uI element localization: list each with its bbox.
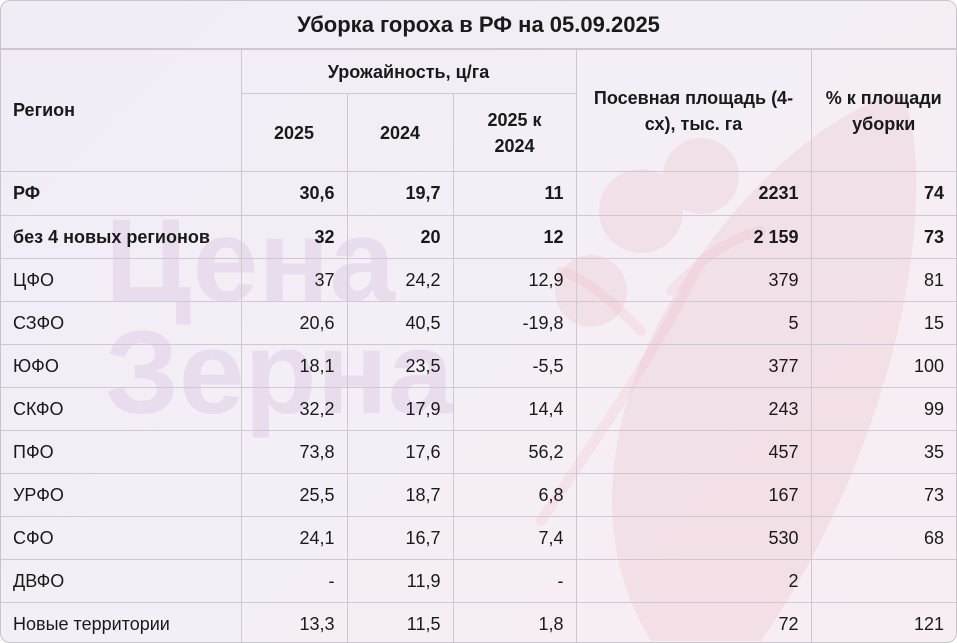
- table-title: Уборка гороха в РФ на 05.09.2025: [1, 1, 956, 49]
- cell-sown-area: 457: [575, 430, 812, 474]
- cell-region: СФО: [1, 516, 242, 560]
- cell-sown-area: 243: [575, 387, 812, 431]
- cell-region: ЦФО: [1, 258, 242, 302]
- cell-yield-2025: -: [240, 559, 348, 603]
- cell-sown-area: 530: [575, 516, 812, 560]
- cell-yield-2025: 18,1: [240, 344, 348, 388]
- cell-yield-2025: 73,8: [240, 430, 348, 474]
- cell-percent-harvested: 35: [810, 430, 956, 474]
- cell-percent-harvested: [810, 559, 956, 603]
- cell-yield-diff: 12: [452, 215, 577, 259]
- header-year-2025: 2025: [241, 93, 348, 172]
- cell-sown-area: 379: [575, 258, 812, 302]
- cell-sown-area: 2231: [575, 171, 812, 216]
- cell-yield-2025: 30,6: [240, 171, 348, 216]
- header-sown-area: Посевная площадь (4-сх), тыс. га: [575, 49, 812, 172]
- table-row: УРФО 25,5 18,7 6,8 167 73: [1, 473, 956, 517]
- cell-region: ДВФО: [1, 559, 242, 603]
- cell-yield-2024: 16,7: [346, 516, 454, 560]
- cell-yield-diff: 12,9: [452, 258, 577, 302]
- cell-yield-2025: 32: [240, 215, 348, 259]
- cell-percent-harvested: 99: [810, 387, 956, 431]
- cell-yield-2025: 20,6: [240, 301, 348, 345]
- cell-yield-2024: 11,5: [346, 602, 454, 642]
- cell-yield-diff: 1,8: [452, 602, 577, 642]
- table-row: РФ 30,6 19,7 11 2231 74: [1, 171, 956, 216]
- cell-percent-harvested: 81: [810, 258, 956, 302]
- cell-yield-2024: 18,7: [346, 473, 454, 517]
- cell-yield-2024: 19,7: [346, 171, 454, 216]
- cell-yield-diff: -5,5: [452, 344, 577, 388]
- cell-sown-area: 2 159: [575, 215, 812, 259]
- cell-yield-2025: 37: [240, 258, 348, 302]
- cell-region: СКФО: [1, 387, 242, 431]
- cell-sown-area: 377: [575, 344, 812, 388]
- cell-yield-2024: 23,5: [346, 344, 454, 388]
- cell-region: УРФО: [1, 473, 242, 517]
- cell-yield-diff: 7,4: [452, 516, 577, 560]
- table-row: СФО 24,1 16,7 7,4 530 68: [1, 516, 956, 560]
- header-year-2024: 2024: [346, 93, 454, 172]
- table-row: ДВФО -11,9-2: [1, 559, 956, 603]
- cell-sown-area: 5: [575, 301, 812, 345]
- table-row: ЮФО 18,1 23,5 -5,5 377 100: [1, 344, 956, 388]
- cell-region: ПФО: [1, 430, 242, 474]
- cell-yield-2025: 25,5: [240, 473, 348, 517]
- header-region: Регион: [1, 49, 242, 172]
- table-row: ПФО 73,8 17,6 56,2 457 35: [1, 430, 956, 474]
- cell-yield-diff: -: [452, 559, 577, 603]
- cell-yield-2024: 24,2: [346, 258, 454, 302]
- cell-yield-diff: -19,8: [452, 301, 577, 345]
- table-row: Новые территории 13,3 11,5 1,8 72 121: [1, 602, 956, 642]
- cell-region: без 4 новых регионов: [1, 215, 242, 259]
- cell-yield-2024: 17,9: [346, 387, 454, 431]
- cell-region: СЗФО: [1, 301, 242, 345]
- cell-yield-diff: 14,4: [452, 387, 577, 431]
- cell-percent-harvested: 73: [810, 215, 956, 259]
- table-row: ЦФО 37 24,2 12,9 379 81: [1, 258, 956, 302]
- cell-yield-2025: 32,2: [240, 387, 348, 431]
- cell-percent-harvested: 121: [810, 602, 956, 642]
- cell-sown-area: 72: [575, 602, 812, 642]
- harvest-table: Регион Урожайность, ц/га Посевная площад…: [1, 49, 956, 642]
- cell-yield-2025: 13,3: [240, 602, 348, 642]
- cell-percent-harvested: 74: [810, 171, 956, 216]
- cell-percent-harvested: 100: [810, 344, 956, 388]
- cell-yield-2024: 17,6: [346, 430, 454, 474]
- cell-percent-harvested: 15: [810, 301, 956, 345]
- cell-sown-area: 167: [575, 473, 812, 517]
- cell-yield-2024: 11,9: [346, 559, 454, 603]
- table-body: РФ 30,6 19,7 11 2231 74 без 4 новых регионов 32…: [1, 171, 956, 642]
- cell-yield-diff: 56,2: [452, 430, 577, 474]
- table-row: СКФО 32,2 17,9 14,4 243 99: [1, 387, 956, 431]
- cell-region: РФ: [1, 171, 242, 216]
- header-yield-group: Урожайность, ц/га: [240, 49, 577, 94]
- table-row: без 4 новых регионов 32 20 12 2 159 73: [1, 215, 956, 259]
- cell-percent-harvested: 73: [810, 473, 956, 517]
- cell-yield-2024: 40,5: [346, 301, 454, 345]
- cell-yield-diff: 6,8: [452, 473, 577, 517]
- header-yoy-diff: 2025 к 2024: [452, 93, 576, 172]
- cell-yield-2025: 24,1: [240, 516, 348, 560]
- cell-yield-2024: 20: [346, 215, 454, 259]
- cell-region: Новые территории: [1, 602, 242, 642]
- cell-region: ЮФО: [1, 344, 242, 388]
- cell-yield-diff: 11: [452, 171, 577, 216]
- cell-sown-area: 2: [575, 559, 812, 603]
- header-percent-harvested: % к площади уборки: [810, 49, 956, 172]
- table-row: СЗФО 20,6 40,5 -19,8 5 15: [1, 301, 956, 345]
- cell-percent-harvested: 68: [810, 516, 956, 560]
